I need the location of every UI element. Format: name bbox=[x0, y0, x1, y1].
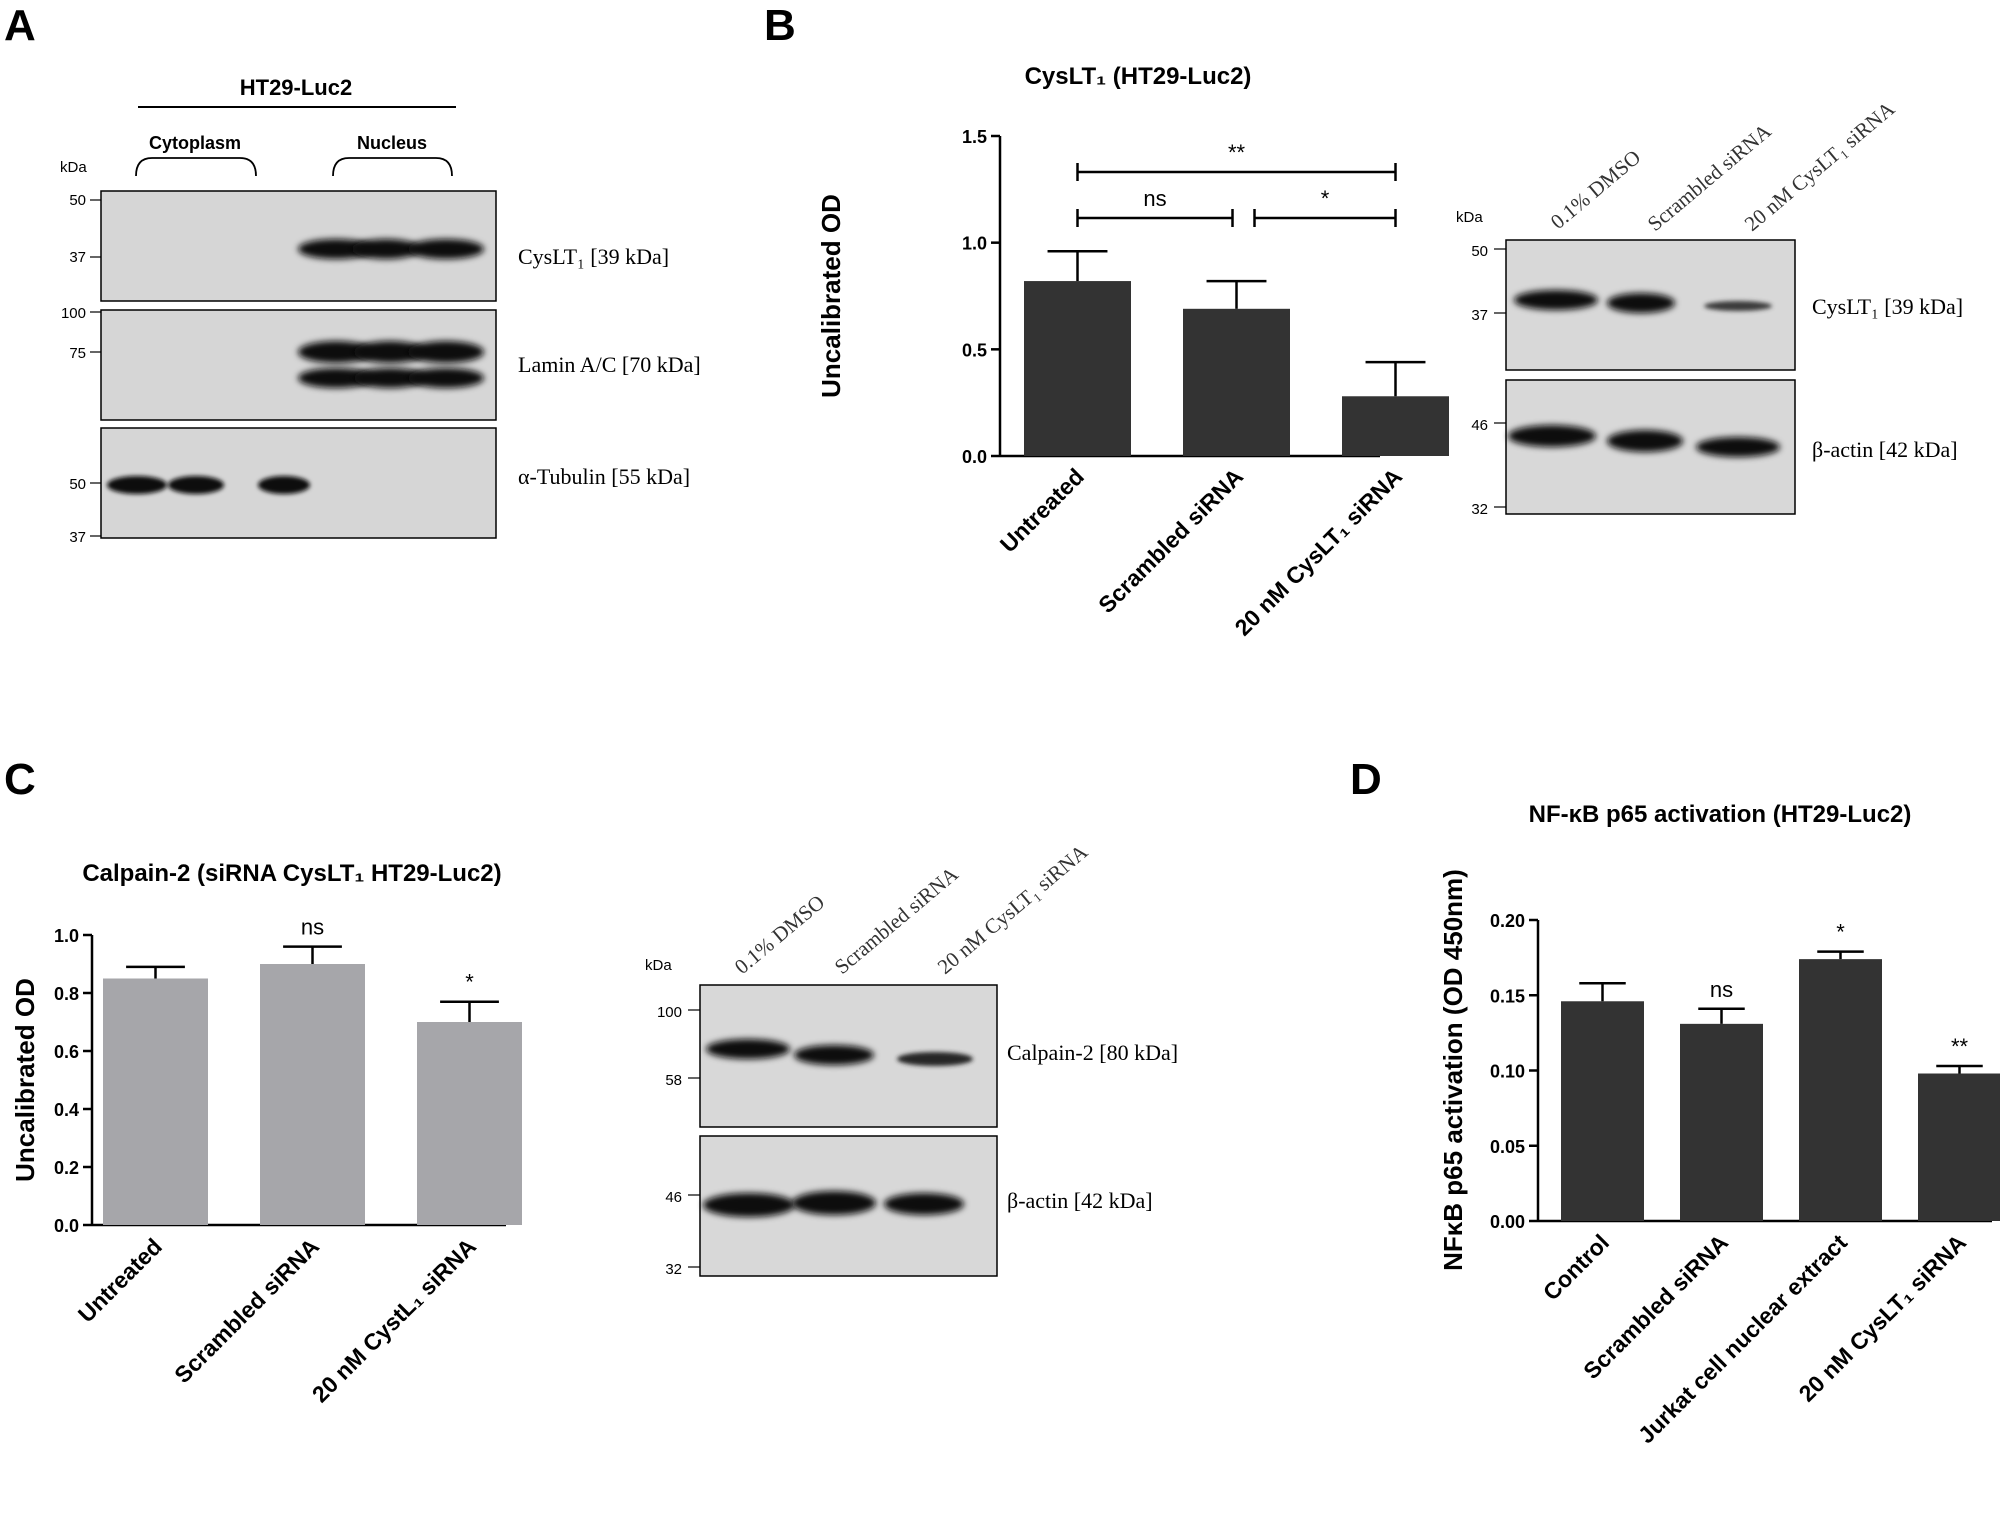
blot-label: Lamin A/C [70 kDa] bbox=[518, 352, 701, 377]
blot-group-c: 0.1% DMSO Scrambled siRNA 20 nM CysLT₁ s… bbox=[645, 839, 1178, 1278]
significance-label: * bbox=[465, 970, 474, 995]
marker: 37 bbox=[1471, 307, 1488, 324]
bar bbox=[103, 978, 208, 1225]
y-tick-label: 0.20 bbox=[1490, 911, 1525, 931]
y-tick-label: 1.5 bbox=[962, 127, 987, 147]
y-tick-label: 1.0 bbox=[54, 926, 79, 946]
blot-label: β-actin [42 kDa] bbox=[1007, 1188, 1153, 1213]
kda-header: kDa bbox=[60, 159, 87, 176]
y-tick-label: 0.15 bbox=[1490, 986, 1525, 1006]
y-axis-label: Uncalibrated OD bbox=[10, 978, 40, 1182]
bar bbox=[1342, 396, 1449, 456]
x-tick-label: Untreated bbox=[995, 463, 1089, 557]
marker: 37 bbox=[69, 529, 86, 546]
blot-label: Calpain-2 [80 kDa] bbox=[1007, 1040, 1178, 1065]
y-axis-label: Uncalibrated OD bbox=[816, 194, 846, 398]
lane-label: 0.1% DMSO bbox=[1546, 145, 1645, 234]
x-tick-label: Scrambled siRNA bbox=[169, 1233, 324, 1388]
marker: 58 bbox=[665, 1072, 682, 1089]
chart-d: NF-κB p65 activation (HT29-Luc2) NFκB p65… bbox=[1438, 801, 2000, 1448]
cell-line-header: HT29-Luc2 bbox=[240, 75, 352, 100]
bar bbox=[417, 1022, 522, 1225]
bracket-cytoplasm bbox=[135, 157, 257, 177]
y-tick-label: 0.0 bbox=[962, 447, 987, 467]
panel-label-c: C bbox=[4, 755, 36, 804]
chart-c: Calpain-2 (siRNA CysLT₁ HT29-Luc2) Uncali… bbox=[10, 860, 522, 1407]
x-tick-label: Control bbox=[1538, 1229, 1614, 1305]
lane-label: 20 nM CysLT₁ siRNA bbox=[1740, 96, 1900, 236]
significance-label: ns bbox=[301, 915, 324, 940]
blot-cyslt1-a: 50 37 CysLT₁ [39 kDa] bbox=[69, 190, 669, 302]
y-tick-label: 1.0 bbox=[962, 234, 987, 254]
blot-label: β-actin [42 kDa] bbox=[1812, 437, 1958, 462]
marker: 46 bbox=[665, 1189, 682, 1206]
significance-label: * bbox=[1321, 186, 1330, 211]
blot-tubulin-a: 50 37 α-Tubulin [55 kDa] bbox=[69, 427, 690, 546]
marker: 50 bbox=[1471, 243, 1488, 260]
bar bbox=[1680, 1023, 1763, 1221]
y-tick-label: 0.10 bbox=[1490, 1062, 1525, 1082]
panel-label-b: B bbox=[764, 1, 796, 50]
panel-a: A HT29-Luc2 Cytoplasm Nucleus kDa 50 37 … bbox=[4, 1, 701, 546]
fraction-nucleus: Nucleus bbox=[357, 133, 427, 153]
chart-title: Calpain-2 (siRNA CysLT₁ HT29-Luc2) bbox=[82, 860, 501, 887]
y-tick-label: 0.4 bbox=[54, 1100, 79, 1120]
y-tick-label: 0.05 bbox=[1490, 1137, 1525, 1157]
y-axis-label: NFκB p65 activation (OD 450nm) bbox=[1438, 869, 1468, 1271]
x-tick-label: Untreated bbox=[73, 1233, 167, 1327]
y-tick-label: 0.8 bbox=[54, 984, 79, 1004]
bar bbox=[1561, 1001, 1644, 1221]
bar bbox=[1918, 1073, 2000, 1221]
bar bbox=[1024, 281, 1131, 456]
lane-label: 0.1% DMSO bbox=[730, 890, 829, 979]
bar bbox=[260, 964, 365, 1225]
bracket-nucleus bbox=[332, 157, 453, 177]
bar bbox=[1183, 308, 1290, 456]
marker: 50 bbox=[69, 192, 86, 209]
marker: 37 bbox=[69, 249, 86, 266]
blot-label: CysLT₁ [39 kDa] bbox=[1812, 294, 1963, 319]
kda-header: kDa bbox=[1456, 209, 1483, 226]
blot-label: α-Tubulin [55 kDa] bbox=[518, 464, 690, 489]
significance-label: ns bbox=[1143, 186, 1166, 211]
y-tick-label: 0.6 bbox=[54, 1042, 79, 1062]
y-tick-label: 0.5 bbox=[962, 340, 987, 360]
kda-header: kDa bbox=[645, 957, 672, 974]
lane-label: 20 nM CysLT₁ siRNA bbox=[933, 839, 1093, 979]
bar bbox=[1799, 959, 1882, 1221]
panel-c: C Calpain-2 (siRNA CysLT₁ HT29-Luc2) Unca… bbox=[4, 755, 1178, 1407]
panel-label-d: D bbox=[1350, 755, 1382, 804]
y-tick-label: 0.00 bbox=[1490, 1212, 1525, 1232]
blot-group-b: 0.1% DMSO Scrambled siRNA 20 nM CysLT₁ s… bbox=[1456, 96, 1963, 518]
significance-label: ** bbox=[1228, 140, 1246, 165]
x-tick-label: 20 nM CystL₁ siRNA bbox=[307, 1233, 481, 1407]
marker: 32 bbox=[665, 1261, 682, 1278]
x-tick-label: 20 nM CysLT₁ siRNA bbox=[1229, 463, 1407, 641]
chart-b: CysLT₁ (HT29-Luc2) Uncalibrated OD 0.0 0.5 1… bbox=[816, 63, 1449, 641]
fraction-cytoplasm: Cytoplasm bbox=[149, 133, 241, 153]
significance-label: ns bbox=[1710, 977, 1733, 1002]
blot-label: CysLT₁ [39 kDa] bbox=[518, 244, 669, 269]
y-tick-label: 0.2 bbox=[54, 1158, 79, 1178]
marker: 100 bbox=[61, 305, 86, 322]
x-tick-label: Jurkat cell nuclear extract bbox=[1633, 1229, 1852, 1448]
marker: 50 bbox=[69, 476, 86, 493]
marker: 100 bbox=[657, 1004, 682, 1021]
marker: 46 bbox=[1471, 417, 1488, 434]
marker: 32 bbox=[1471, 501, 1488, 518]
marker: 75 bbox=[69, 345, 86, 362]
panel-b: B CysLT₁ (HT29-Luc2) Uncalibrated OD 0.0 0.… bbox=[764, 1, 1963, 641]
x-tick-label: Scrambled siRNA bbox=[1093, 463, 1248, 618]
chart-title: CysLT₁ (HT29-Luc2) bbox=[1025, 63, 1252, 90]
panel-d: D NF-κB p65 activation (HT29-Luc2) NFκB p… bbox=[1350, 755, 2000, 1448]
significance-label: ** bbox=[1951, 1034, 1969, 1059]
panel-label-a: A bbox=[4, 1, 36, 50]
y-tick-label: 0.0 bbox=[54, 1216, 79, 1236]
chart-title: NF-κB p65 activation (HT29-Luc2) bbox=[1529, 801, 1912, 828]
significance-label: * bbox=[1836, 920, 1845, 945]
blot-lamin-a: 100 75 Lamin A/C [70 kDa] bbox=[61, 305, 701, 421]
